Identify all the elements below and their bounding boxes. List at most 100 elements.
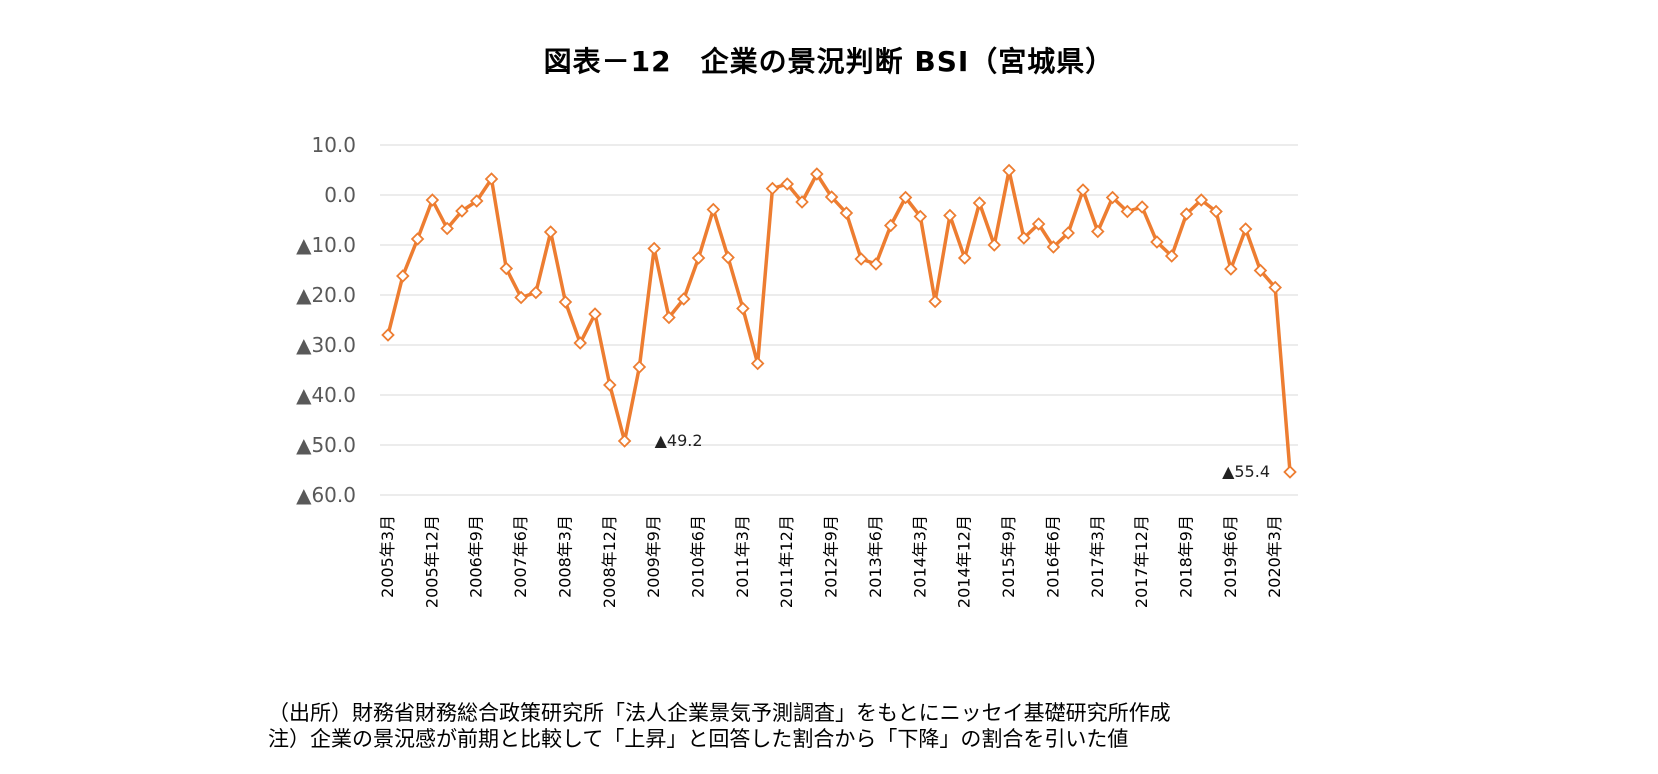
data-point (617, 434, 632, 448)
data-point (1209, 204, 1223, 219)
data-point (913, 209, 928, 224)
data-point (1253, 263, 1268, 278)
bsi-series-line (386, 168, 1292, 473)
y-tick-label: ▲20.0 (296, 283, 356, 307)
x-tick-label: 2008年3月 (555, 515, 574, 598)
data-point (810, 167, 824, 181)
data-point (957, 251, 972, 265)
source-note: （出所）財務省財務総合政策研究所「法人企業景気予測調査」をもとにニッセイ基礎研究… (268, 701, 1171, 725)
x-tick-label: 2012年9月 (822, 515, 841, 598)
data-point (1179, 207, 1194, 221)
data-point (425, 193, 440, 207)
y-tick-label: ▲50.0 (296, 433, 356, 457)
series-markers (381, 163, 1297, 479)
data-point (1224, 262, 1238, 276)
data-point (1120, 204, 1135, 219)
data-point (765, 181, 780, 196)
footnote: 注）企業の景況感が前期と比較して「上昇」と回答した割合から「下降」の割合を引いた… (268, 727, 1129, 751)
chart-title: 図表－12 企業の景況判断 BSI（宮城県） (543, 45, 1115, 78)
x-tick-label: 2007年6月 (511, 515, 530, 598)
data-point (632, 360, 647, 374)
data-point (780, 177, 795, 191)
data-point (1090, 224, 1105, 239)
x-tick-label: 2014年12月 (955, 515, 974, 608)
x-tick-label: 2017年3月 (1088, 515, 1107, 598)
data-point (558, 295, 573, 309)
x-tick-label: 2014年3月 (910, 515, 929, 598)
data-point (883, 218, 898, 233)
x-tick-label: 2005年12月 (422, 515, 441, 608)
data-point (440, 221, 454, 236)
data-point (987, 238, 1002, 252)
x-tick-label: 2019年6月 (1221, 515, 1240, 598)
data-point (1076, 183, 1090, 197)
x-tick-label: 2020年3月 (1265, 515, 1284, 598)
data-point (1105, 190, 1120, 205)
data-point (691, 251, 706, 265)
data-point (410, 232, 425, 246)
data-point (514, 290, 528, 305)
data-point (706, 202, 721, 217)
x-tick-label: 2008年12月 (600, 515, 619, 608)
data-point (1061, 226, 1075, 240)
data-point (1002, 163, 1016, 178)
x-tick-label: 2005年3月 (378, 515, 397, 598)
data-point (676, 292, 691, 306)
data-point (396, 269, 410, 283)
x-tick-label: 2013年6月 (866, 515, 885, 598)
annotation-label: ▲55.4 (1222, 462, 1270, 481)
data-point (839, 206, 854, 220)
data-point (529, 285, 543, 300)
x-tick-label: 2018年9月 (1176, 515, 1195, 598)
data-point (573, 336, 588, 350)
data-point (1283, 465, 1297, 479)
y-axis-ticks: 10.0 0.0 ▲10.0 ▲20.0 ▲30.0 ▲40.0 ▲50.0 ▲60.0 (296, 133, 356, 507)
gridlines (380, 144, 1298, 496)
annotation-label: ▲49.2 (655, 431, 703, 450)
data-point (1135, 200, 1149, 214)
chart-area: 10.0 0.0 ▲10.0 ▲20.0 ▲30.0 ▲40.0 ▲50.0 ▲60.0 20… (296, 133, 1298, 608)
data-point (898, 190, 913, 205)
x-tick-label: 2016年6月 (1043, 515, 1062, 598)
x-tick-label: 2009年9月 (644, 515, 663, 598)
data-point (1194, 193, 1209, 207)
data-point (869, 257, 883, 271)
x-tick-label: 2015年9月 (999, 515, 1018, 598)
y-tick-label: 0.0 (324, 183, 356, 207)
data-point (647, 241, 661, 256)
data-point (662, 310, 676, 325)
x-tick-label: 2010年6月 (689, 515, 708, 598)
data-point (1046, 240, 1061, 254)
data-point (499, 261, 514, 276)
data-point (603, 378, 617, 392)
data-point (824, 190, 839, 204)
data-point (750, 356, 765, 371)
data-annotations: ▲49.2 ▲55.4 (655, 431, 1270, 481)
data-point (943, 208, 957, 223)
data-point (543, 225, 558, 239)
data-point (972, 196, 987, 210)
data-point (1164, 249, 1179, 263)
data-point (721, 250, 735, 265)
y-tick-label: 10.0 (311, 133, 356, 157)
data-point (455, 204, 469, 218)
data-point (1017, 231, 1031, 245)
data-point (484, 172, 499, 186)
data-point (1031, 217, 1046, 231)
y-tick-label: ▲40.0 (296, 383, 356, 407)
x-tick-label: 2011年12月 (777, 515, 796, 608)
data-point (795, 195, 809, 209)
notes: （出所）財務省財務総合政策研究所「法人企業景気予測調査」をもとにニッセイ基礎研究… (268, 700, 1171, 752)
x-tick-label: 2006年9月 (467, 515, 486, 598)
x-tick-label: 2011年3月 (733, 515, 752, 598)
data-point (736, 301, 750, 316)
data-point (1150, 235, 1164, 249)
data-point (1268, 280, 1282, 295)
data-point (469, 194, 484, 208)
data-point (854, 252, 868, 266)
y-tick-label: ▲30.0 (296, 333, 356, 357)
data-point (928, 294, 942, 309)
data-point (381, 328, 395, 342)
data-point (588, 307, 602, 321)
x-axis-ticks: 2005年3月 2005年12月 2006年9月 2007年6月 2008年3月 2008… (378, 515, 1284, 608)
